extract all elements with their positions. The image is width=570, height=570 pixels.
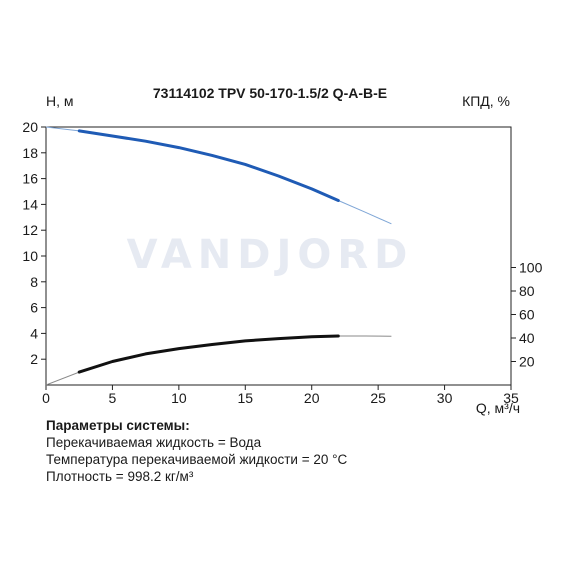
y-left-tick-label: 6 bbox=[30, 300, 38, 316]
head-curve-thin bbox=[45, 126, 392, 225]
y-left-tick-label: 2 bbox=[30, 351, 38, 367]
y-left-tick-label: 16 bbox=[22, 171, 38, 187]
y-left-tick-label: 14 bbox=[22, 196, 38, 212]
chart-title: 73114102 TPV 50-170-1.5/2 Q-A-B-E bbox=[153, 85, 387, 101]
watermark-logo: VANDJORD bbox=[127, 232, 414, 278]
head-curve-operating bbox=[77, 129, 340, 202]
x-tick-label: 25 bbox=[370, 390, 386, 406]
x-tick-label: 15 bbox=[237, 390, 253, 406]
efficiency-curve-operating bbox=[77, 334, 340, 374]
y-left-tick-label: 8 bbox=[30, 274, 38, 290]
y-left-tick-label: 4 bbox=[30, 325, 38, 341]
x-tick-label: 35 bbox=[503, 390, 519, 406]
y-left-tick-label: 12 bbox=[22, 222, 38, 238]
x-tick-label: 20 bbox=[304, 390, 320, 406]
y-left-tick-label: 10 bbox=[22, 248, 38, 264]
y-right-tick-label: 40 bbox=[519, 330, 535, 346]
x-tick-label: 30 bbox=[437, 390, 453, 406]
system-parameters-title: Параметры системы: bbox=[46, 418, 190, 433]
x-tick-label: 5 bbox=[109, 390, 117, 406]
y-left-tick-label: 20 bbox=[22, 119, 38, 135]
y-axis-left-title: Н, м bbox=[46, 93, 74, 109]
param-liquid: Перекачиваемая жидкость = Вода bbox=[46, 435, 262, 450]
system-parameters: Параметры системы: Перекачиваемая жидкос… bbox=[46, 417, 546, 485]
y-right-tick-label: 100 bbox=[519, 260, 543, 276]
x-tick-label: 0 bbox=[42, 390, 50, 406]
y-right-tick-label: 20 bbox=[519, 354, 535, 370]
y-left-tick-label: 18 bbox=[22, 145, 38, 161]
y-axis-right-title: КПД, % bbox=[462, 93, 510, 109]
y-right-tick-label: 60 bbox=[519, 307, 535, 323]
x-axis-title: Q, м³/ч bbox=[476, 400, 520, 416]
param-temperature: Температура перекачиваемой жидкости = 20… bbox=[46, 452, 348, 467]
x-tick-label: 10 bbox=[171, 390, 187, 406]
param-density: Плотность = 998.2 кг/м³ bbox=[46, 469, 194, 484]
y-right-tick-label: 80 bbox=[519, 283, 535, 299]
